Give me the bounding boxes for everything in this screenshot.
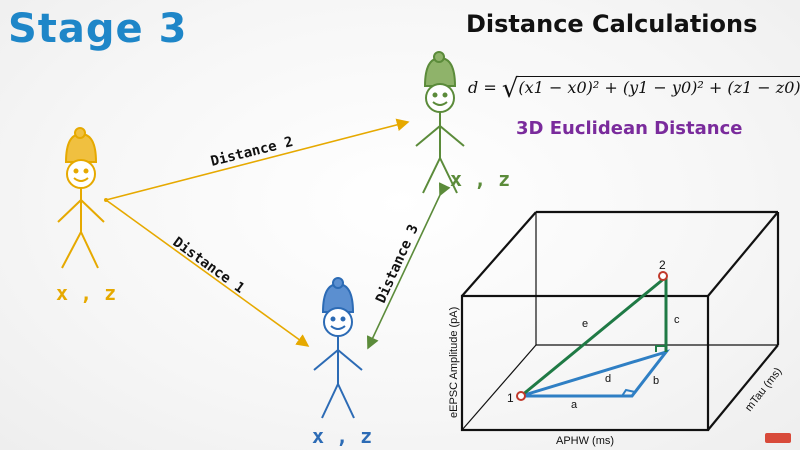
edge-e-label: e: [582, 318, 588, 330]
edge-c-label: c: [674, 314, 680, 326]
formula-caption: 3D Euclidean Distance: [516, 118, 743, 139]
formula-lhs: d =: [468, 78, 497, 97]
distance-1-arrow: [105, 199, 310, 347]
point-2-marker: [658, 271, 668, 281]
point-2-label: 2: [659, 258, 666, 272]
z-axis-label: mTau (ms): [743, 366, 784, 414]
right-angle-mark-c: [655, 345, 666, 352]
euclidean-formula: d = √(x1 − x0)² + (y1 − y0)² + (z1 − z0)…: [468, 74, 800, 104]
y-axis-label: eEPSC Amplitude (pA): [448, 307, 460, 418]
edge-a-label: a: [571, 399, 578, 411]
edge-d-label: d: [605, 373, 611, 385]
bottom-figure-label: x , z: [312, 424, 372, 448]
distance-2-arrow: [105, 118, 410, 201]
x-axis-label: APHW (ms): [556, 435, 614, 447]
formula-body: (x1 − x0)² + (y1 − y0)² + (z1 − z0)²: [518, 76, 800, 97]
right-angle-mark: [621, 388, 636, 397]
distance-2-label: Distance 2: [209, 134, 295, 170]
stick-figure-left: [57, 127, 105, 269]
sqrt-symbol: √: [501, 74, 519, 104]
edge-b-label: b: [653, 375, 659, 387]
subscribe-badge-icon: [765, 433, 791, 443]
page-title: Stage 3: [8, 6, 188, 52]
point-1-label: 1: [507, 391, 514, 405]
stick-figure-bottom: [313, 277, 363, 419]
distance-3-arrow: [366, 182, 451, 350]
distance-3-label: Distance 3: [373, 222, 422, 306]
3d-box: [460, 210, 780, 432]
left-figure-label: x , z: [56, 281, 116, 305]
top-figure-label: x , z: [450, 167, 510, 191]
hypotenuse-e: [520, 275, 667, 398]
point-1-marker: [516, 391, 526, 401]
distance-1-label: Distance 1: [170, 234, 248, 296]
base-triangle: [520, 349, 671, 398]
section-heading: Distance Calculations: [466, 10, 758, 38]
